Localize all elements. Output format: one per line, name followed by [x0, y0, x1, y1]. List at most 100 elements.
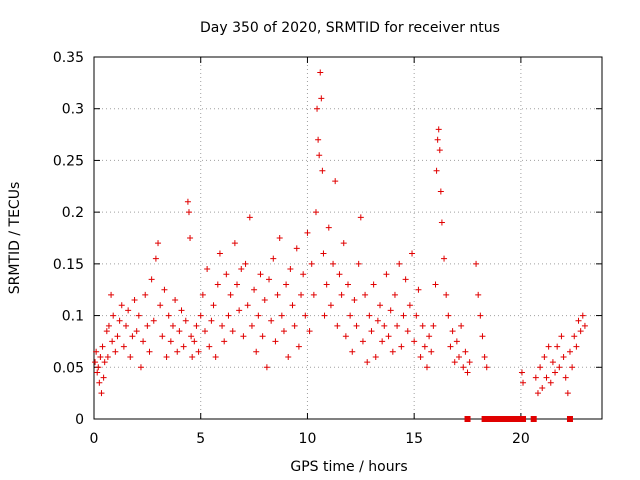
data-point — [189, 353, 196, 360]
data-point — [187, 235, 194, 241]
data-point — [274, 291, 281, 298]
data-point — [336, 271, 343, 278]
data-point — [541, 353, 548, 360]
data-point — [266, 276, 273, 283]
data-point — [278, 312, 285, 319]
data-point — [283, 281, 290, 288]
x-tick-label: 15 — [405, 431, 423, 447]
data-point — [272, 338, 279, 345]
y-tick-label: 0.3 — [62, 102, 84, 118]
data-point — [253, 348, 260, 355]
data-point — [188, 333, 195, 340]
data-point — [571, 333, 578, 340]
data-point — [428, 348, 435, 355]
y-tick-label: 0.15 — [53, 257, 84, 273]
y-tick-label: 0.25 — [53, 153, 84, 169]
data-point — [118, 302, 125, 309]
zero-marker — [464, 416, 471, 422]
data-point — [355, 260, 362, 267]
data-point — [116, 317, 123, 324]
data-point — [434, 136, 441, 143]
data-point — [244, 302, 251, 309]
data-point — [304, 229, 311, 236]
data-point — [560, 353, 567, 360]
data-point — [270, 255, 277, 262]
data-point — [146, 348, 153, 355]
data-point — [104, 353, 111, 360]
data-point — [280, 328, 287, 335]
data-point — [330, 260, 337, 267]
zero-marker — [498, 416, 505, 422]
data-point — [577, 328, 584, 335]
data-point — [481, 353, 488, 360]
x-tick-label: 5 — [196, 431, 205, 447]
data-point — [98, 390, 105, 397]
data-point — [295, 343, 302, 350]
data-point — [204, 266, 211, 273]
data-point — [231, 240, 238, 247]
data-point — [372, 353, 379, 360]
zero-markers — [464, 416, 573, 422]
data-point — [441, 255, 448, 262]
data-point — [316, 152, 323, 159]
data-point — [556, 364, 563, 371]
data-point — [433, 167, 440, 174]
data-point — [99, 343, 106, 350]
data-point — [163, 353, 170, 360]
data-point — [462, 348, 469, 355]
data-point — [423, 364, 430, 371]
data-point — [432, 281, 439, 288]
data-point — [193, 322, 200, 329]
data-point — [112, 348, 119, 355]
y-axis-label: SRMTID / TECUs — [7, 182, 23, 295]
data-point — [435, 126, 442, 133]
data-point — [165, 312, 172, 319]
data-point — [385, 333, 392, 340]
data-point — [195, 348, 202, 355]
data-point — [340, 240, 347, 247]
data-point — [409, 250, 416, 257]
data-point — [404, 328, 411, 335]
data-point — [229, 328, 236, 335]
data-point — [421, 343, 428, 350]
data-point — [216, 250, 223, 257]
data-point — [483, 364, 490, 371]
data-point — [110, 312, 117, 319]
data-point — [562, 374, 569, 381]
data-point — [108, 291, 115, 298]
x-axis-label: GPS time / hours — [290, 459, 407, 475]
y-tick-label: 0.1 — [62, 309, 84, 325]
data-point — [573, 343, 580, 350]
data-point — [155, 240, 162, 247]
data-point — [225, 312, 232, 319]
grid — [94, 57, 602, 419]
data-point — [240, 333, 247, 340]
data-point — [129, 333, 136, 340]
data-point — [93, 348, 100, 355]
data-point — [353, 322, 360, 329]
data-point — [210, 302, 217, 309]
data-point — [394, 322, 401, 329]
data-point — [327, 302, 334, 309]
data-point — [518, 369, 525, 376]
data-point — [473, 260, 480, 267]
data-point — [300, 271, 307, 278]
data-point — [219, 322, 226, 329]
data-point — [581, 322, 588, 329]
y-tick-label: 0 — [75, 412, 84, 428]
data-point — [161, 286, 168, 293]
data-point — [445, 312, 452, 319]
data-point — [293, 245, 300, 252]
data-point — [97, 353, 104, 360]
data-point — [289, 302, 296, 309]
data-point — [532, 374, 539, 381]
data-point — [406, 302, 413, 309]
zero-marker — [511, 416, 518, 422]
data-point — [234, 281, 241, 288]
data-point — [314, 105, 321, 112]
data-point — [362, 291, 369, 298]
data-point — [191, 338, 198, 345]
data-point — [437, 188, 444, 195]
data-point — [391, 291, 398, 298]
data-point — [214, 281, 221, 288]
